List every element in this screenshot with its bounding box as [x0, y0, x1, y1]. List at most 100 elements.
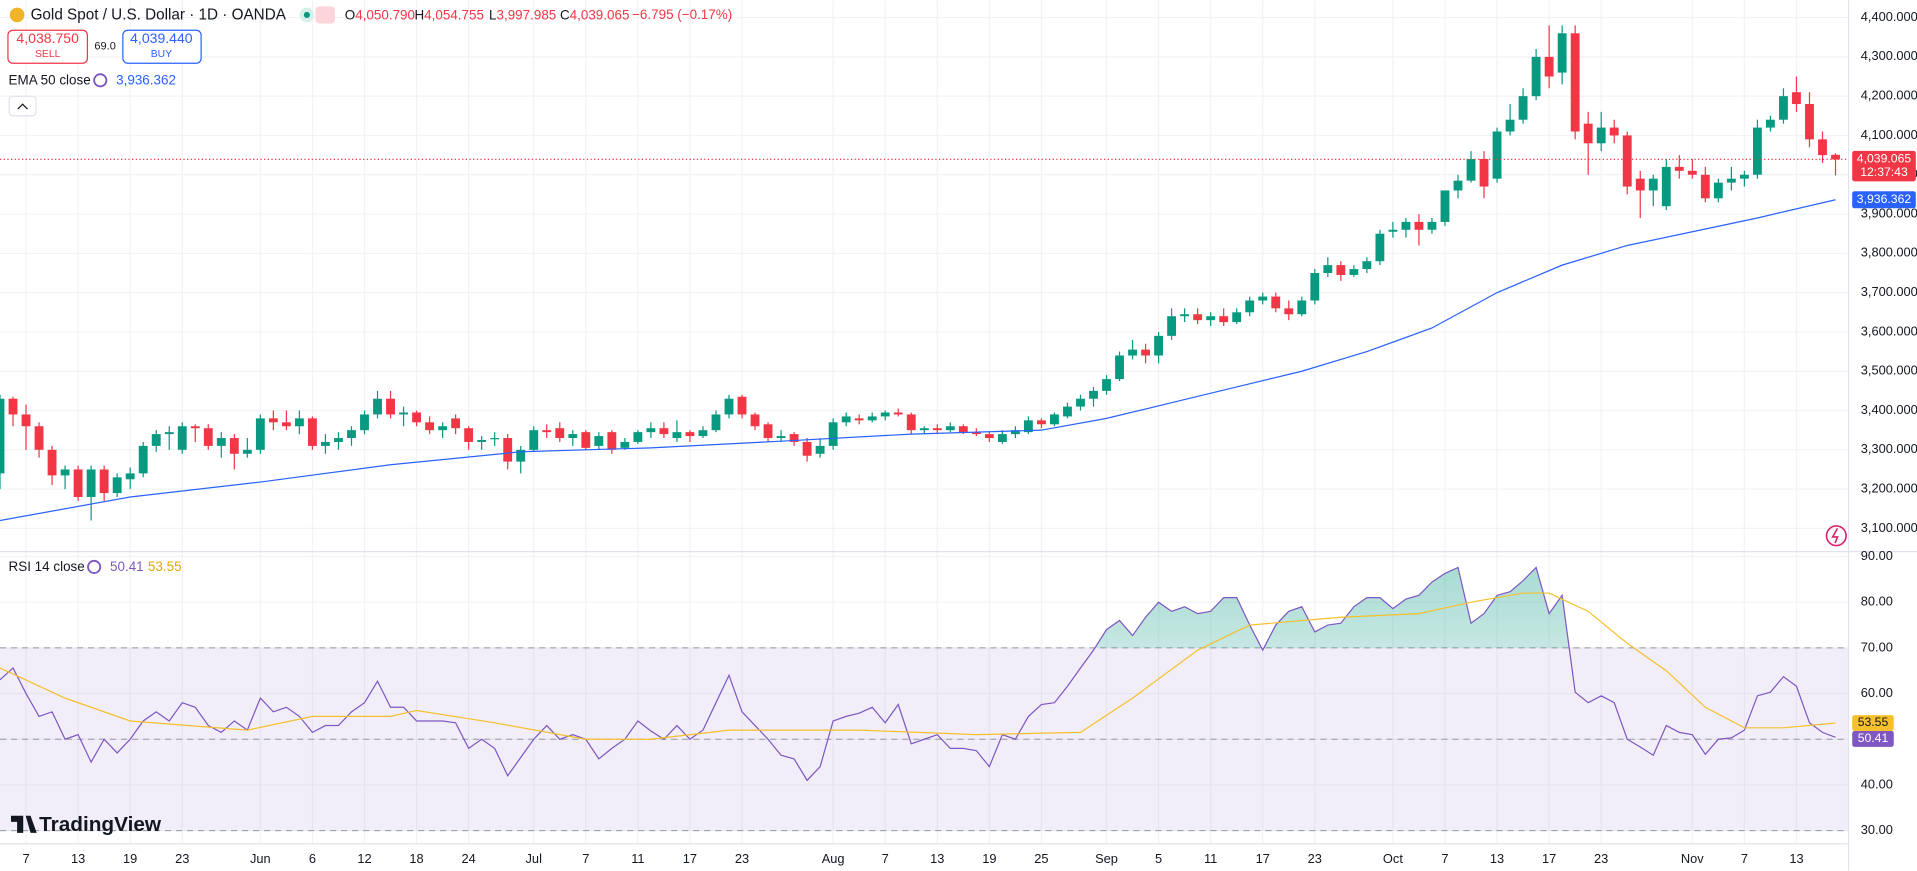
candle-body: [1622, 135, 1632, 187]
candle-body: [1414, 221, 1424, 230]
x-tick-label: 13: [1490, 851, 1504, 866]
ema-legend[interactable]: EMA 50 close: [9, 72, 91, 87]
x-tick-label: 6: [309, 851, 316, 866]
ema-line: [0, 199, 1836, 522]
rsi-value: 50.41: [110, 559, 144, 574]
candle-body: [1427, 221, 1437, 230]
x-tick-label: 13: [71, 851, 85, 866]
candle-body: [125, 473, 135, 480]
x-tick-label: 7: [22, 851, 29, 866]
candle-body: [1141, 349, 1150, 356]
ohlc-value: 4,054.755: [424, 7, 484, 22]
candle-body: [932, 428, 942, 431]
candle-body: [1583, 123, 1593, 144]
candle-body: [633, 432, 643, 442]
candle-body: [47, 449, 57, 476]
candle-body: [1349, 269, 1359, 275]
candle-body: [893, 412, 903, 415]
candle-body: [841, 416, 851, 423]
candle-body: [581, 432, 591, 448]
candle-body: [763, 424, 773, 439]
candle-body: [229, 438, 239, 454]
candle-body: [1037, 420, 1046, 425]
x-tick-label: 24: [462, 851, 476, 866]
y-tick-label: 3,500.000: [1861, 363, 1917, 378]
x-tick-label: 7: [1441, 851, 1448, 866]
candle-body: [1440, 190, 1450, 222]
x-tick-label: 7: [582, 851, 589, 866]
candle-body: [1492, 131, 1502, 179]
price-tag: [1852, 150, 1916, 182]
buy-price: 4,039.440: [130, 30, 193, 46]
rsi-tick-label: 80.00: [1861, 594, 1893, 609]
candle-body: [177, 426, 187, 450]
ohlc-item: C4,039.065: [560, 7, 630, 22]
candle-body: [1193, 314, 1203, 321]
candle-body: [8, 398, 18, 415]
candle-body: [1609, 127, 1619, 136]
x-tick-label: 25: [1034, 851, 1048, 866]
candle-body: [542, 430, 552, 433]
candle-body: [1076, 398, 1085, 407]
candle-body: [555, 428, 565, 439]
ema-value: 3,936.362: [116, 72, 176, 87]
candle-body: [568, 434, 578, 439]
candle-body: [86, 469, 96, 497]
candle-body: [1245, 300, 1255, 313]
candle-body: [854, 418, 864, 421]
candle-body: [659, 428, 669, 435]
sell-button[interactable]: [7, 29, 89, 64]
symbol-title[interactable]: Gold Spot / U.S. Dollar · 1D · OANDA: [31, 7, 287, 24]
candle-body: [1102, 379, 1111, 391]
spread: 69.0: [94, 41, 115, 53]
y-tick-label: 3,700.000: [1861, 284, 1917, 299]
y-tick-label: 4,400.000: [1861, 9, 1917, 24]
candle-body: [711, 414, 721, 431]
collapse-button[interactable]: [8, 95, 37, 117]
candle-body: [958, 426, 968, 433]
rsi-tick-label: 90.00: [1861, 548, 1893, 563]
candle-body: [0, 398, 5, 474]
ema-tag-label: 3,936.362: [1857, 192, 1912, 206]
overbought-fill: [1094, 567, 1570, 648]
candle-body: [425, 422, 435, 431]
x-tick-label: 7: [882, 851, 889, 866]
candle-body: [594, 436, 604, 446]
candle-body: [1089, 390, 1098, 399]
buy-button[interactable]: [122, 29, 202, 64]
candle-body: [242, 449, 252, 454]
x-tick-label: 19: [123, 851, 137, 866]
rsi-ma-line: [0, 592, 1836, 740]
x-tick-label: 18: [409, 851, 423, 866]
candle-body: [21, 414, 31, 427]
candle-body: [1779, 96, 1788, 120]
candle-body: [1792, 92, 1801, 105]
candle-body: [112, 477, 122, 494]
candle-body: [451, 418, 461, 429]
candle-body: [1674, 166, 1684, 171]
candle-body: [529, 430, 539, 450]
market-status-dot: [303, 11, 310, 18]
x-tick-label: 23: [1308, 851, 1322, 866]
x-tick-label: Jul: [526, 851, 542, 866]
candle-body: [477, 439, 487, 442]
candle-body: [1805, 104, 1814, 140]
x-tick-label: 23: [1594, 851, 1608, 866]
ohlc-value: 3,997.985: [497, 7, 557, 22]
x-tick-label: Oct: [1383, 851, 1403, 866]
rsi-ma-value: 53.55: [148, 559, 182, 574]
candle-body: [971, 432, 981, 435]
rsi-tag-label: 53.55: [1858, 715, 1889, 729]
ohlc-key: O: [345, 7, 355, 22]
candle-body: [1661, 166, 1671, 207]
x-tick-label: 23: [175, 851, 189, 866]
candle-body: [646, 428, 656, 433]
candle-body: [1362, 261, 1372, 270]
alert-icon[interactable]: [1825, 525, 1847, 547]
candle-body: [1154, 335, 1164, 356]
price-tag-label: 4,039.065: [1857, 152, 1912, 166]
logo-mark: [11, 815, 37, 833]
rsi-legend[interactable]: RSI 14 close: [9, 559, 85, 574]
candle-body: [490, 438, 500, 440]
candle-body: [724, 398, 734, 415]
